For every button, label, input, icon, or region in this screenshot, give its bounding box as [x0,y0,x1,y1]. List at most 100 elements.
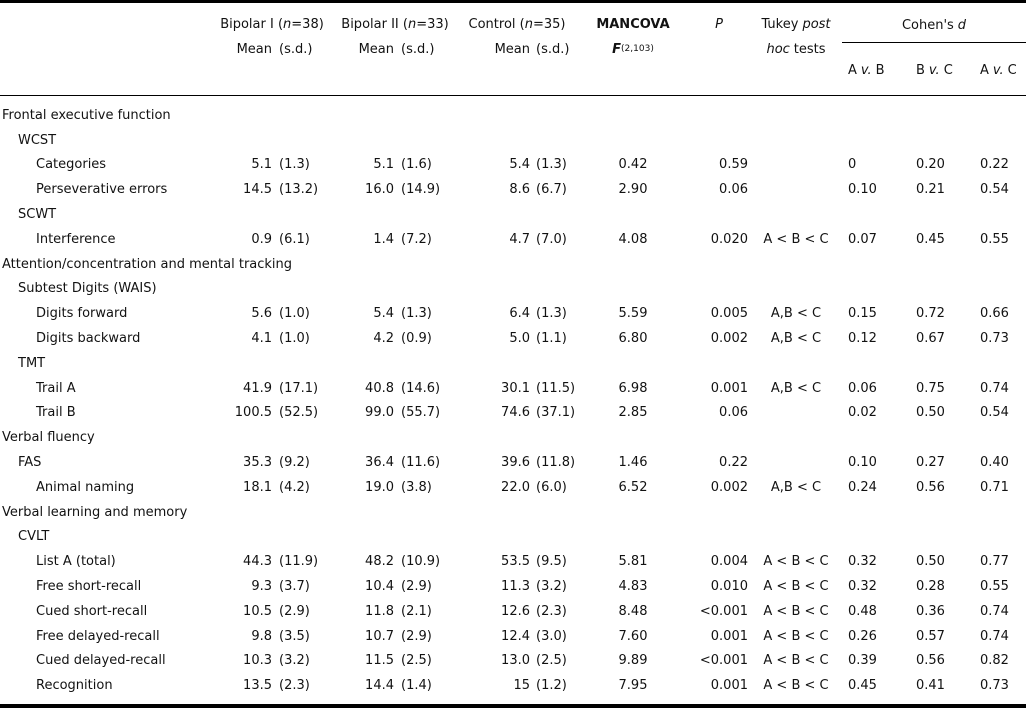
cell-mancova-f: 6.80 [618,331,648,347]
header-mancova: MANCOVA F (2,103) [578,3,688,95]
cell-cohens-d-a-v-b: 0 [848,157,857,173]
row-label: Cued short-recall [36,603,148,619]
cell-mean-bipolar-2: 19.0 [365,479,394,495]
cell-sd-bipolar-2: (0.9) [401,331,432,347]
cell-mean-bipolar-2: 48.2 [365,554,394,570]
table-row: List A (total) 44.3 (11.9) 48.2 (10.9) 53.5 (9… [0,549,1026,574]
table-row: Animal naming 18.1 (4.2) 19.0 (3.8) 22.0 (6.0)… [0,475,1026,500]
cell-mean-bipolar-2: 16.0 [365,182,394,198]
cell-sd-bipolar-2: (1.4) [401,678,432,694]
header-group-bipolar-1: Bipolar I (n =38) Mean (s.d.) [210,3,334,95]
cell-cohens-d-a-v-c: 0.73 [980,678,1009,694]
cell-mean-control: 12.6 [501,603,530,619]
cell-sd-control: (1.3) [536,306,567,322]
cell-p-value: 0.001 [710,380,748,396]
p-label: P [715,16,723,32]
cell-p-value: 0.22 [719,455,748,471]
cell-sd-control: (3.0) [536,628,567,644]
cell-cohens-d-a-v-b: 0.06 [848,380,877,396]
cell-cohens-d-a-v-c: 0.73 [980,331,1009,347]
cell-cohens-d-a-v-b: 0.48 [848,603,877,619]
sd-column-label: (s.d.) [536,41,570,57]
cohens-d-label: Cohen's d [842,3,1026,43]
cell-tukey-result: A,B < C [770,331,822,347]
cell-p-value: 0.010 [710,579,748,595]
row-label: TMT [18,355,46,371]
cell-mean-bipolar-2: 5.1 [373,157,394,173]
cell-sd-bipolar-2: (2.5) [401,653,432,669]
cell-sd-bipolar-1: (1.3) [279,157,310,173]
header-p: P [688,3,750,95]
row-label: Verbal learning and memory [2,504,188,520]
cell-mean-bipolar-1: 0.9 [251,231,272,247]
table-row: Categories 5.1 (1.3) 5.1 (1.6) 5.4 (1.3) 0.42 0.… [0,153,1026,178]
cell-sd-bipolar-1: (3.2) [279,653,310,669]
cell-cohens-d-a-v-c: 0.54 [980,405,1009,421]
cell-cohens-d-a-v-c: 0.55 [980,579,1009,595]
cell-mancova-f: 4.83 [618,579,648,595]
cell-cohens-d-a-v-b: 0.32 [848,554,877,570]
cell-cohens-d-a-v-b: 0.10 [848,182,877,198]
cell-mean-control: 15 [513,678,530,694]
table-row: Free delayed-recall 9.8 (3.5) 10.7 (2.9) 12.4… [0,624,1026,649]
cell-sd-bipolar-2: (55.7) [401,405,441,421]
cell-p-value: <0.001 [699,603,748,619]
row-label: Free delayed-recall [36,628,160,644]
row-label: FAS [18,455,42,471]
cell-mean-bipolar-2: 11.5 [365,653,394,669]
cell-mancova-f: 8.48 [618,603,648,619]
cell-mean-bipolar-2: 40.8 [365,380,394,396]
cell-sd-bipolar-1: (17.1) [279,380,319,396]
table-heading-row: Frontal executive function [0,103,1026,128]
cell-p-value: 0.06 [719,405,748,421]
cell-cohens-d-a-v-b: 0.02 [848,405,877,421]
cell-sd-bipolar-1: (3.7) [279,579,310,595]
cell-mean-bipolar-1: 9.8 [251,628,272,644]
cell-cohens-d-b-v-c: 0.50 [916,554,945,570]
cell-mean-control: 22.0 [501,479,530,495]
row-label: Categories [36,157,107,173]
table-row: Recognition 13.5 (2.3) 14.4 (1.4) 15 (1.2) 7.95… [0,673,1026,698]
cell-cohens-d-b-v-c: 0.56 [916,653,945,669]
tukey-label-line2: hoc tests [766,41,826,57]
cell-mean-bipolar-2: 1.4 [373,231,394,247]
table-row: Cued short-recall 10.5 (2.9) 11.8 (2.1) 12.6 (… [0,599,1026,624]
mean-column-label: Mean [494,41,530,57]
cell-p-value: 0.020 [710,231,748,247]
cell-sd-bipolar-1: (6.1) [279,231,310,247]
cell-tukey-result: A < B < C [763,653,829,669]
cell-cohens-d-a-v-b: 0.07 [848,231,877,247]
cell-p-value: 0.004 [710,554,748,570]
row-label: Trail A [36,380,76,396]
table-heading-row: CVLT [0,525,1026,550]
cell-tukey-result: A < B < C [763,554,829,570]
cell-sd-control: (37.1) [536,405,576,421]
table-row: Digits backward 4.1 (1.0) 4.2 (0.9) 5.0 (1.1) 6… [0,326,1026,351]
cell-sd-bipolar-2: (11.6) [401,455,441,471]
cell-tukey-result: A,B < C [770,479,822,495]
row-label: Verbal fluency [2,430,95,446]
cell-sd-control: (2.5) [536,653,567,669]
cell-sd-bipolar-2: (2.9) [401,628,432,644]
cell-cohens-d-a-v-b: 0.45 [848,678,877,694]
cell-sd-control: (2.3) [536,603,567,619]
cell-mancova-f: 0.42 [618,157,648,173]
cell-mean-bipolar-2: 11.8 [365,603,394,619]
table-heading-row: TMT [0,351,1026,376]
cell-tukey-result: A < B < C [763,231,829,247]
cell-mean-bipolar-1: 100.5 [234,405,272,421]
cell-cohens-d-a-v-c: 0.22 [980,157,1009,173]
table-bottom-rule [0,704,1026,709]
row-label: WCST [18,132,57,148]
cell-p-value: 0.005 [710,306,748,322]
cell-mean-bipolar-1: 5.6 [251,306,272,322]
cell-mean-control: 74.6 [501,405,530,421]
cell-sd-bipolar-1: (11.9) [279,554,319,570]
cell-cohens-d-a-v-c: 0.40 [980,455,1009,471]
tukey-label-line1: Tukey post [761,16,831,32]
cell-cohens-d-b-v-c: 0.28 [916,579,945,595]
cell-cohens-d-b-v-c: 0.36 [916,603,945,619]
row-label: Free short-recall [36,579,142,595]
cell-tukey-result: A < B < C [763,603,829,619]
